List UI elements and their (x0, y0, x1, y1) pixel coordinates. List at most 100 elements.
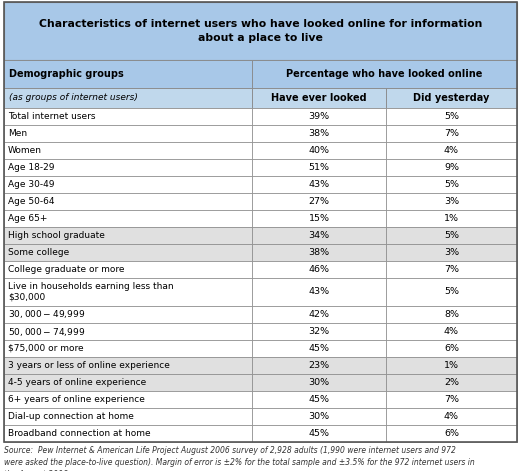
Bar (386, 391, 517, 408)
Text: 45%: 45% (308, 344, 329, 353)
Text: 5%: 5% (444, 180, 459, 189)
Text: 5%: 5% (444, 287, 459, 297)
Bar (252, 306, 386, 323)
Text: 2%: 2% (444, 378, 459, 387)
Text: 30%: 30% (308, 412, 330, 421)
Bar (4, 391, 252, 408)
Bar (252, 391, 386, 408)
Bar (386, 88, 517, 108)
Bar (252, 108, 386, 125)
Text: 7%: 7% (444, 395, 459, 404)
Bar (4, 193, 252, 210)
Text: 32%: 32% (308, 327, 330, 336)
Text: $30,000-$49,999: $30,000-$49,999 (8, 309, 85, 320)
Bar (4, 227, 252, 244)
Text: 38%: 38% (308, 248, 330, 257)
Text: Age 50-64: Age 50-64 (8, 197, 55, 206)
Bar (4, 159, 252, 176)
Bar (386, 193, 517, 210)
Text: 7%: 7% (444, 265, 459, 274)
Bar (252, 340, 386, 357)
Text: Percentage who have looked online: Percentage who have looked online (287, 69, 482, 79)
Text: 51%: 51% (308, 163, 329, 172)
Bar (4, 125, 252, 142)
Bar (252, 261, 386, 278)
Text: 6%: 6% (444, 344, 459, 353)
Text: 3%: 3% (444, 197, 459, 206)
Text: 4%: 4% (444, 327, 459, 336)
Text: Some college: Some college (8, 248, 69, 257)
Bar (252, 244, 386, 261)
Bar (252, 159, 386, 176)
Text: 8%: 8% (444, 310, 459, 319)
Text: 46%: 46% (308, 265, 329, 274)
Bar (386, 125, 517, 142)
Text: 45%: 45% (308, 429, 329, 438)
Text: High school graduate: High school graduate (8, 231, 105, 240)
Bar (386, 306, 517, 323)
Bar (386, 357, 517, 374)
Bar (386, 210, 517, 227)
Bar (386, 108, 517, 125)
Bar (252, 88, 386, 108)
Bar (386, 159, 517, 176)
Text: Total internet users: Total internet users (8, 112, 95, 121)
Bar (252, 357, 386, 374)
Text: Did yesterday: Did yesterday (413, 93, 490, 103)
Bar (4, 261, 252, 278)
Text: 6+ years of online experience: 6+ years of online experience (8, 395, 145, 404)
Bar (4, 425, 252, 442)
Text: 23%: 23% (308, 361, 330, 370)
Bar (386, 244, 517, 261)
Text: Age 18-29: Age 18-29 (8, 163, 55, 172)
Bar (386, 278, 517, 306)
Text: Demographic groups: Demographic groups (9, 69, 124, 79)
Text: 30%: 30% (308, 378, 330, 387)
Bar (252, 125, 386, 142)
Text: Broadband connection at home: Broadband connection at home (8, 429, 151, 438)
Text: (as groups of internet users): (as groups of internet users) (9, 94, 138, 103)
Text: 6%: 6% (444, 429, 459, 438)
Text: 39%: 39% (308, 112, 330, 121)
Text: 1%: 1% (444, 361, 459, 370)
Bar (4, 340, 252, 357)
Text: 4-5 years of online experience: 4-5 years of online experience (8, 378, 146, 387)
Bar (252, 323, 386, 340)
Bar (252, 142, 386, 159)
Bar (4, 142, 252, 159)
Bar (386, 323, 517, 340)
Text: 43%: 43% (308, 287, 330, 297)
Text: 3 years or less of online experience: 3 years or less of online experience (8, 361, 170, 370)
Bar (252, 227, 386, 244)
Bar (386, 142, 517, 159)
Text: $50,000-$74,999: $50,000-$74,999 (8, 325, 85, 338)
Text: 27%: 27% (308, 197, 329, 206)
Bar (252, 374, 386, 391)
Bar (386, 261, 517, 278)
Bar (386, 408, 517, 425)
Text: Have ever looked: Have ever looked (271, 93, 367, 103)
Text: 4%: 4% (444, 412, 459, 421)
Text: 42%: 42% (308, 310, 329, 319)
Bar (252, 176, 386, 193)
Text: Live in households earning less than
$30,000: Live in households earning less than $30… (8, 282, 173, 302)
Bar (4, 278, 252, 306)
Bar (4, 374, 252, 391)
Bar (4, 2, 517, 60)
Text: 3%: 3% (444, 248, 459, 257)
Bar (386, 176, 517, 193)
Text: 9%: 9% (444, 163, 459, 172)
Bar (386, 425, 517, 442)
Bar (4, 108, 252, 125)
Bar (4, 60, 252, 88)
Bar (4, 323, 252, 340)
Text: Men: Men (8, 129, 27, 138)
Bar (4, 408, 252, 425)
Bar (386, 227, 517, 244)
Text: Age 30-49: Age 30-49 (8, 180, 55, 189)
Text: 5%: 5% (444, 112, 459, 121)
Text: 43%: 43% (308, 180, 330, 189)
Text: 45%: 45% (308, 395, 329, 404)
Bar (4, 176, 252, 193)
Text: College graduate or more: College graduate or more (8, 265, 125, 274)
